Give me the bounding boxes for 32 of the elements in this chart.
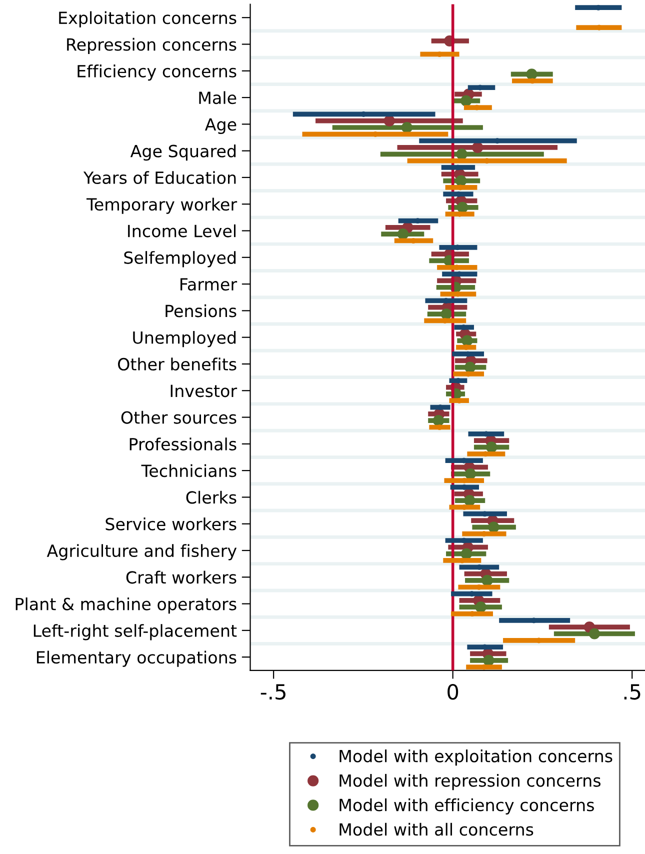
y-tick-label: Plant & machine operators (16, 597, 236, 614)
y-tick-label: Exploitation concerns (59, 11, 236, 28)
x-tick-label: .5 (624, 684, 640, 700)
x-tick-label: 0 (448, 684, 458, 700)
y-tick-label: Clerks (186, 490, 236, 504)
y-tick-label: Investor (170, 384, 238, 398)
legend-label: Model with all concerns (340, 822, 534, 836)
y-tick-label: Unemployed (133, 331, 236, 348)
x-tick-label: -.5 (260, 684, 286, 700)
legend-label: Model with efficiency concerns (340, 798, 594, 815)
y-tick-label: Service workers (106, 518, 236, 530)
y-tick-label: Age Squared (130, 144, 236, 161)
y-tick-label: Other sources (121, 410, 236, 424)
y-tick-label: Efficiency concerns (78, 64, 236, 81)
y-tick-label: Other benefits (118, 358, 236, 371)
y-tick-label: Professionals (130, 438, 236, 450)
y-tick-label: Left-right self-placement (34, 624, 237, 640)
y-tick-label: Age (204, 118, 236, 134)
legend-label: Model with repression concerns (340, 774, 600, 790)
y-tick-label: Pensions (166, 304, 236, 318)
y-tick-label: Elementary occupations (36, 650, 236, 667)
y-tick-label: Repression concerns (67, 38, 236, 54)
y-tick-label: Temporary worker (86, 198, 238, 214)
y-tick-label: Agriculture and fishery (46, 544, 237, 560)
y-tick-label: Male (199, 91, 236, 104)
y-tick-label: Technicians (141, 464, 236, 478)
y-tick-label: Craft workers (126, 570, 236, 584)
y-tick-label: Years of Education (83, 171, 236, 184)
legend-label: Model with exploitation concerns (340, 749, 612, 766)
y-tick-label: Income Level (128, 224, 236, 238)
y-tick-label: Selfemployed (124, 251, 236, 268)
y-tick-label: Farmer (180, 278, 238, 291)
